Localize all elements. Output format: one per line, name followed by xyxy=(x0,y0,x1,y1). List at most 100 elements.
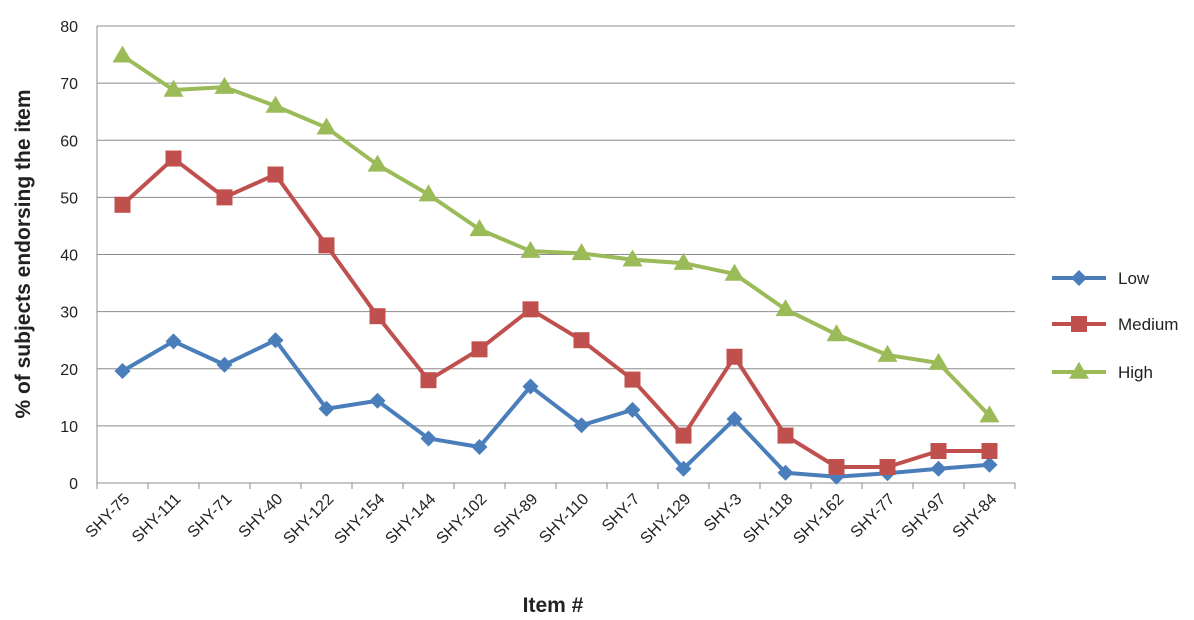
data-point-medium xyxy=(930,443,947,460)
series-low xyxy=(114,332,998,485)
data-point-low xyxy=(981,456,998,473)
x-tick-label: SHY-102 xyxy=(433,491,490,548)
series-line-low xyxy=(121,338,990,479)
series-medium xyxy=(114,150,998,476)
data-point-medium xyxy=(318,237,335,254)
legend-item-high: High xyxy=(1052,361,1153,382)
y-axis-tick-labels: 0 10 20 30 40 50 60 70 80 xyxy=(60,19,78,493)
data-point-low xyxy=(420,430,437,447)
series-line-high xyxy=(121,54,991,417)
data-point-medium xyxy=(369,308,386,325)
data-point-medium xyxy=(828,459,845,476)
data-point-high xyxy=(316,117,337,135)
data-point-medium xyxy=(522,301,539,318)
y-tick-label: 80 xyxy=(60,19,78,36)
data-point-high xyxy=(775,299,796,317)
x-tick-label: SHY-129 xyxy=(637,491,694,548)
data-point-high xyxy=(877,344,898,362)
y-tick-label: 60 xyxy=(60,133,78,150)
x-tick-label: SHY-7 xyxy=(599,491,643,535)
data-point-high xyxy=(163,79,184,97)
y-tick-label: 70 xyxy=(60,76,78,93)
series-high xyxy=(112,45,1000,423)
legend-label: Low xyxy=(1118,269,1150,288)
data-point-high xyxy=(928,352,949,370)
legend-item-low: Low xyxy=(1052,269,1150,288)
data-point-medium xyxy=(879,459,896,476)
y-axis-title: % of subjects endorsing the item xyxy=(12,89,35,418)
data-point-medium xyxy=(267,166,284,183)
data-point-high xyxy=(979,405,1000,423)
data-point-high xyxy=(469,219,490,237)
x-axis-title: Item # xyxy=(523,594,584,617)
series-lines xyxy=(112,45,1000,485)
x-tick-label: SHY-71 xyxy=(185,491,236,542)
x-tick-label: SHY-111 xyxy=(129,491,184,546)
data-point-medium xyxy=(726,348,743,365)
legend-marker xyxy=(1069,361,1089,379)
data-point-low xyxy=(726,411,743,428)
data-point-low xyxy=(369,392,386,409)
y-tick-label: 0 xyxy=(69,476,78,493)
data-point-medium xyxy=(216,189,233,206)
data-point-low xyxy=(318,400,335,417)
x-tick-label: SHY-144 xyxy=(382,491,439,548)
data-point-high xyxy=(265,95,286,113)
x-tick-label: SHY-75 xyxy=(83,491,134,542)
data-point-high xyxy=(622,249,643,267)
data-point-low xyxy=(267,332,284,349)
x-tick-label: SHY-40 xyxy=(236,491,287,542)
x-tick-label: SHY-162 xyxy=(790,491,847,548)
x-tick-label: SHY-3 xyxy=(701,491,745,535)
data-point-medium xyxy=(981,443,998,460)
legend: Low Medium High xyxy=(1052,269,1178,382)
x-tick-label: SHY-97 xyxy=(899,491,950,542)
x-tick-label: SHY-89 xyxy=(491,491,542,542)
x-tick-label: SHY-118 xyxy=(740,491,796,547)
data-point-high xyxy=(367,154,388,172)
data-point-medium xyxy=(624,371,641,388)
x-tick-label: SHY-122 xyxy=(280,491,337,548)
legend-marker xyxy=(1071,316,1087,332)
data-point-low xyxy=(777,464,794,481)
y-tick-label: 40 xyxy=(60,248,78,265)
x-tick-label: SHY-77 xyxy=(848,491,899,542)
data-point-high xyxy=(571,243,592,261)
data-point-high xyxy=(112,45,133,63)
data-point-low xyxy=(573,417,590,434)
data-point-low xyxy=(114,363,131,380)
data-point-high xyxy=(724,263,745,281)
data-point-medium xyxy=(114,196,131,213)
x-tick-label: SHY-154 xyxy=(331,491,388,548)
data-point-high xyxy=(673,252,694,270)
legend-label: Medium xyxy=(1118,315,1178,334)
series-line-medium xyxy=(121,156,990,470)
y-tick-label: 20 xyxy=(60,362,78,379)
y-tick-label: 50 xyxy=(60,190,78,207)
data-point-medium xyxy=(777,427,794,444)
data-point-low xyxy=(930,460,947,477)
data-point-high xyxy=(214,76,235,94)
data-point-medium xyxy=(420,372,437,389)
data-point-medium xyxy=(165,150,182,167)
data-point-medium xyxy=(675,427,692,444)
data-point-medium xyxy=(573,332,590,349)
legend-label: High xyxy=(1118,363,1153,382)
y-tick-label: 30 xyxy=(60,305,78,322)
data-point-high xyxy=(826,324,847,342)
x-tick-label: SHY-84 xyxy=(950,491,1001,542)
y-tick-label: 10 xyxy=(60,419,78,436)
legend-item-medium: Medium xyxy=(1052,315,1178,334)
data-point-high xyxy=(418,184,439,202)
data-point-low xyxy=(522,378,539,395)
data-point-low xyxy=(675,460,692,477)
data-point-low xyxy=(471,439,488,456)
data-point-low xyxy=(216,356,233,373)
data-point-high xyxy=(520,240,541,258)
data-point-low xyxy=(624,401,641,418)
x-tick-label: SHY-110 xyxy=(536,491,592,547)
data-point-low xyxy=(165,333,182,350)
legend-marker xyxy=(1071,270,1087,286)
